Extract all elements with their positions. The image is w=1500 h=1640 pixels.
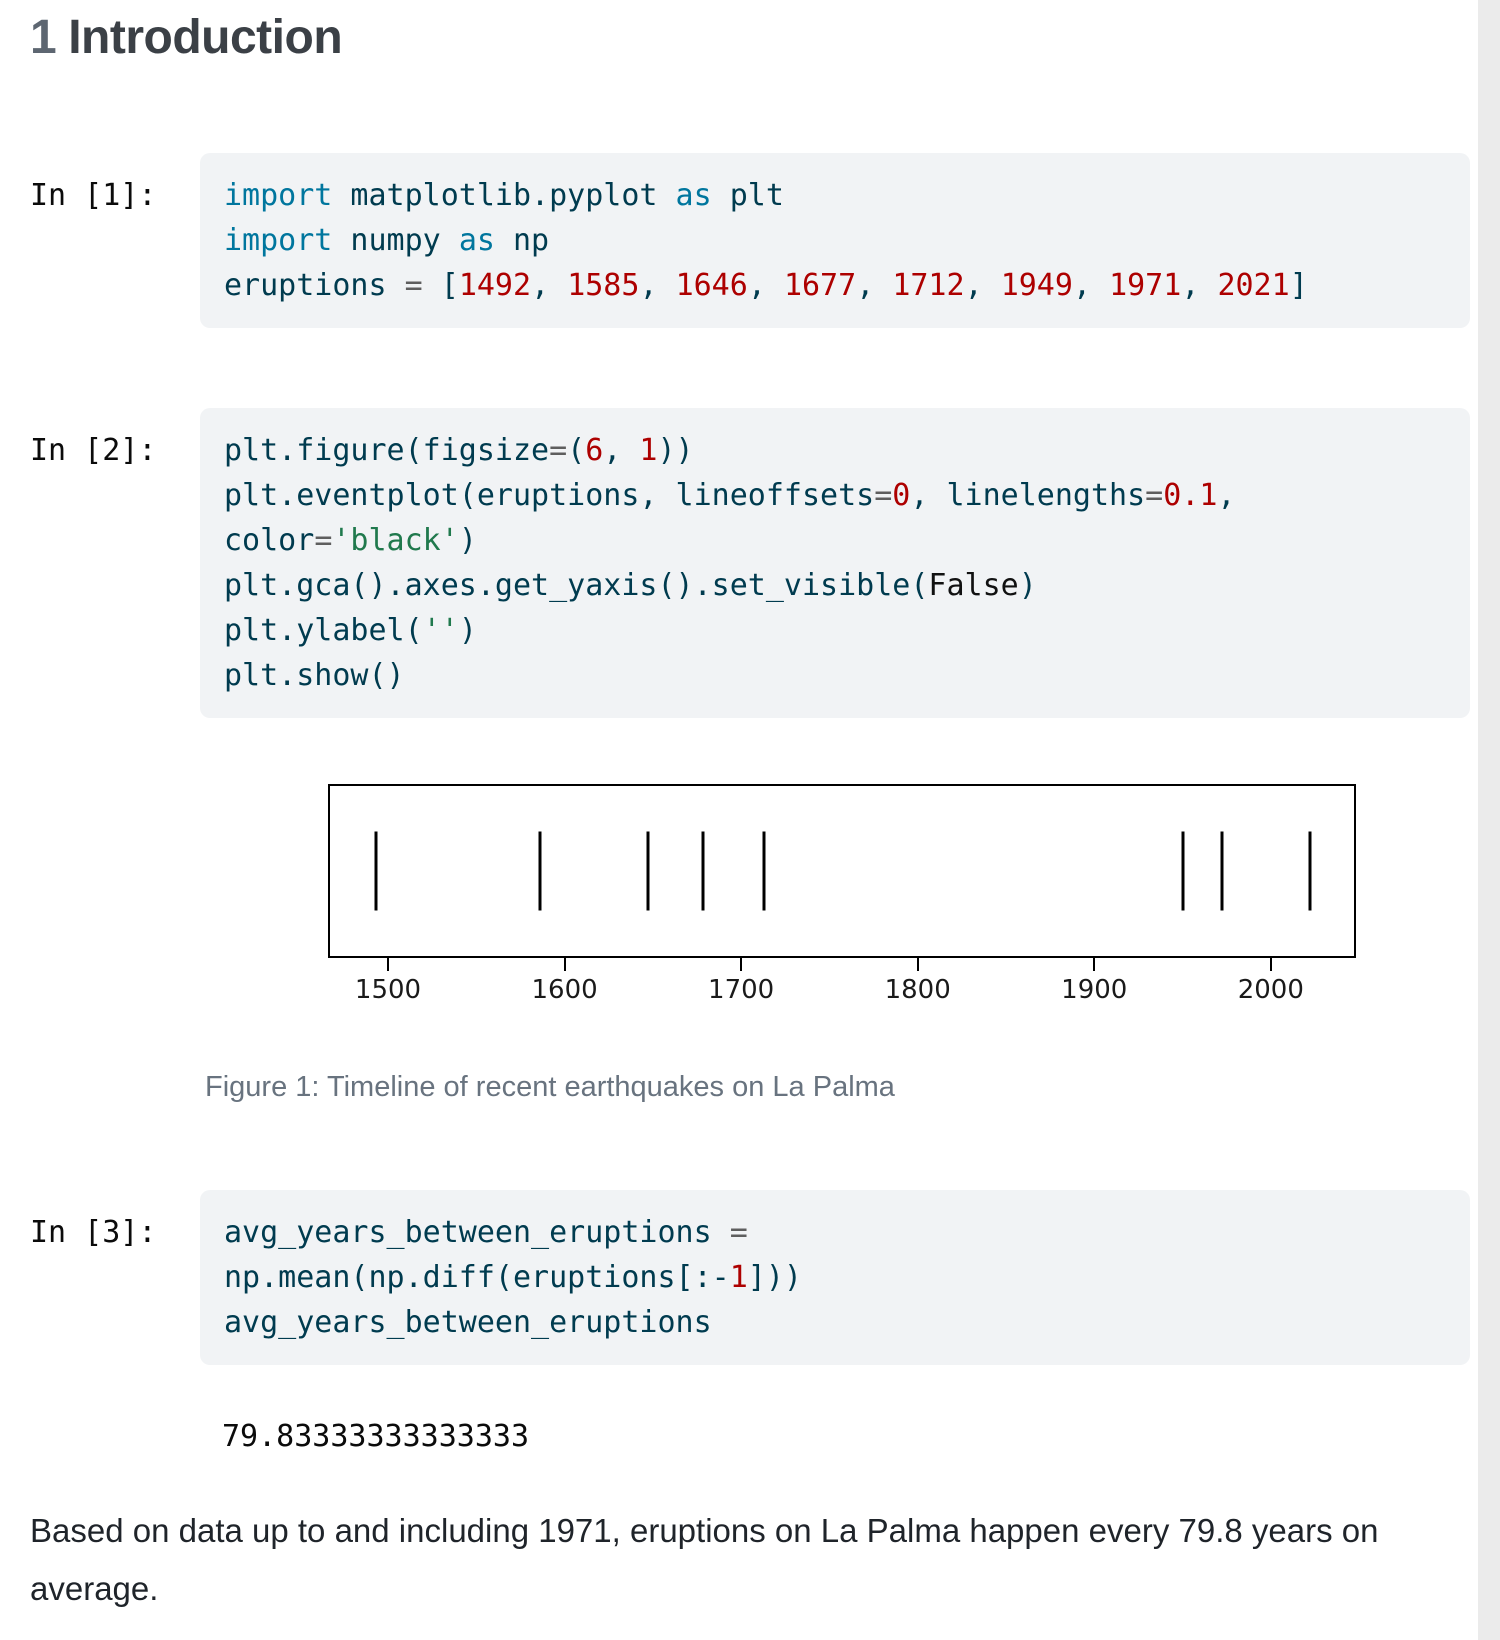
code-line: eruptions = [1492, 1585, 1646, 1677, 171…: [224, 268, 1308, 303]
event-mark: [1220, 831, 1224, 911]
x-tick-label: 1800: [884, 975, 951, 1005]
body-paragraph: Based on data up to and including 1971, …: [30, 1512, 1379, 1607]
code-cell-1: In [1]: import matplotlib.pyplot as plt i…: [30, 153, 1470, 328]
cell-prompt-3: In [3]:: [30, 1215, 157, 1250]
plot-area: [328, 784, 1356, 958]
x-tick-label: 1900: [1061, 975, 1128, 1005]
x-tick: [387, 958, 390, 971]
code-block-2: plt.figure(figsize=(6, 1)) plt.eventplot(…: [200, 408, 1470, 718]
x-axis: 1500 1600 1700 1800 1900 2000: [328, 958, 1352, 1013]
x-tick-label: 1700: [708, 975, 775, 1005]
x-tick-label: 2000: [1237, 975, 1304, 1005]
figure-caption: Figure 1: Timeline of recent earthquakes…: [205, 1071, 895, 1103]
code-cell-2: In [2]: plt.figure(figsize=(6, 1)) plt.ev…: [30, 408, 1470, 718]
code-line: import numpy as np: [224, 223, 550, 258]
code-line: avg_years_between_eruptions =: [224, 1215, 748, 1250]
code-line: plt.gca().axes.get_yaxis().set_visible(F…: [224, 568, 1037, 603]
event-mark: [374, 831, 378, 911]
scrollbar[interactable]: [1478, 0, 1500, 1640]
code-line: avg_years_between_eruptions: [224, 1305, 712, 1340]
page-title: 1 Introduction: [30, 10, 1470, 65]
code-line: import matplotlib.pyplot as plt: [224, 178, 784, 213]
x-tick-label: 1500: [354, 975, 422, 1005]
section-number: 1: [30, 11, 57, 64]
code-line: plt.eventplot(eruptions, lineoffsets=0, …: [224, 478, 1236, 513]
x-tick: [563, 958, 566, 971]
code-block-3: avg_years_between_eruptions = np.mean(np.…: [200, 1190, 1470, 1365]
event-mark: [646, 831, 650, 911]
x-tick: [916, 958, 919, 971]
code-line: np.mean(np.diff(eruptions[:-1])): [224, 1260, 802, 1295]
code-line: color='black'): [224, 523, 477, 558]
code-block-1: import matplotlib.pyplot as plt import nu…: [200, 153, 1470, 328]
x-tick-label: 1600: [531, 975, 598, 1005]
x-tick: [740, 958, 743, 971]
event-mark: [762, 831, 766, 911]
code-line: plt.show(): [224, 658, 405, 693]
code-line: plt.figure(figsize=(6, 1)): [224, 433, 694, 468]
cell-prompt-1: In [1]:: [30, 178, 157, 213]
cell-prompt-2: In [2]:: [30, 433, 157, 468]
section-title: Introduction: [68, 11, 343, 64]
eventplot-chart: 1500 1600 1700 1800 1900 2000: [328, 784, 1356, 1013]
code-cell-3: In [3]: avg_years_between_eruptions = np.…: [30, 1190, 1470, 1365]
code-line: plt.ylabel(''): [224, 613, 477, 648]
event-mark: [701, 831, 705, 911]
event-mark: [1308, 831, 1312, 911]
x-tick: [1269, 958, 1272, 971]
cell-output-3: 79.83333333333333: [222, 1419, 530, 1454]
event-mark: [1181, 831, 1185, 911]
figure-1: 1500 1600 1700 1800 1900 2000 Figure 1: Timel…: [30, 784, 1470, 1104]
event-mark: [538, 831, 542, 911]
x-tick: [1093, 958, 1096, 971]
